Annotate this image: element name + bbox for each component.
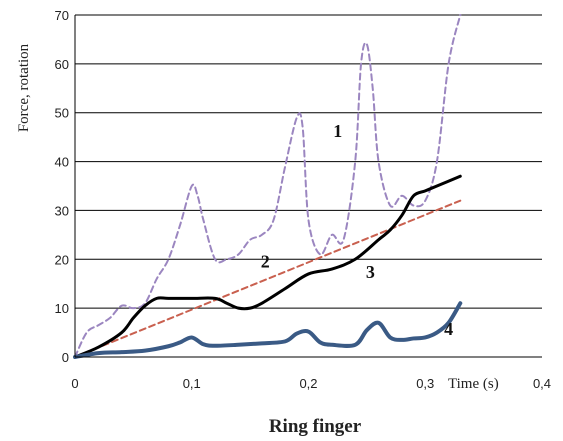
y-tick-label: 20 bbox=[55, 252, 69, 267]
y-tick-label: 0 bbox=[62, 350, 69, 365]
axes bbox=[74, 15, 542, 358]
y-tick-label: 10 bbox=[55, 301, 69, 316]
tick-labels: 0 10 20 30 40 50 60 70 0 0,1 0,2 0,3 0,4 bbox=[55, 8, 552, 391]
y-gridlines bbox=[75, 14, 542, 309]
series-line-1 bbox=[74, 14, 462, 358]
x-tick-label: 0,4 bbox=[533, 376, 551, 391]
y-tick-label: 30 bbox=[55, 203, 69, 218]
y-tick-label: 40 bbox=[55, 155, 69, 170]
x-tick-label: 0 bbox=[71, 376, 78, 391]
y-tick-label: 70 bbox=[55, 8, 69, 23]
series-line-3 bbox=[73, 174, 462, 359]
y-tick-label: 60 bbox=[55, 57, 69, 72]
x-tick-label: 0,3 bbox=[416, 376, 434, 391]
series-line-2 bbox=[74, 199, 462, 358]
series-number-label: 2 bbox=[261, 252, 270, 272]
series-layer bbox=[73, 14, 463, 359]
series-number-label: 3 bbox=[366, 262, 375, 282]
x-tick-label: 0,1 bbox=[183, 376, 201, 391]
series-annotations: 1 2 3 4 bbox=[261, 121, 453, 339]
y-axis-title: Force, rotation bbox=[16, 43, 32, 132]
series-line-4 bbox=[73, 301, 463, 359]
x-axis-title: Time (s) bbox=[448, 376, 499, 392]
series-number-label: 4 bbox=[444, 319, 453, 339]
chart-title: Ring finger bbox=[269, 416, 362, 437]
y-tick-label: 50 bbox=[55, 106, 69, 121]
series-number-label: 1 bbox=[333, 121, 342, 141]
x-tick-label: 0,2 bbox=[299, 376, 317, 391]
